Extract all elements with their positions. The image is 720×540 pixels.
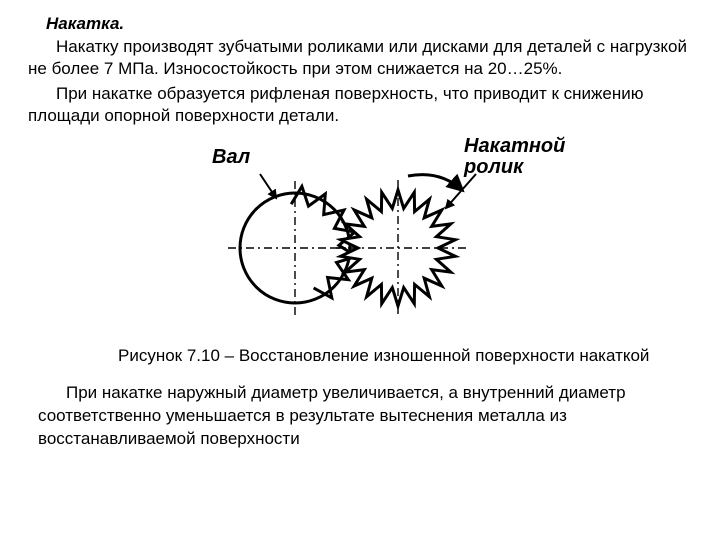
label-roller: Накатной ролик <box>464 136 565 178</box>
paragraph-3: При накатке наружный диаметр увеличивает… <box>38 382 672 451</box>
figure-diagram: Вал Накатной ролик <box>180 138 540 328</box>
figure-container: Вал Накатной ролик <box>28 138 692 328</box>
label-shaft: Вал <box>212 146 250 169</box>
label-roller-line2: ролик <box>464 156 523 178</box>
paragraph-1: Накатку производят зубчатыми роликами ил… <box>28 36 692 81</box>
page: Накатка. Накатку производят зубчатыми ро… <box>0 0 720 451</box>
figure-caption: Рисунок 7.10 – Восстановление изношенной… <box>118 346 692 366</box>
label-roller-line1: Накатной <box>464 135 565 157</box>
section-heading: Накатка. <box>46 14 692 34</box>
paragraph-2: При накатке образуется рифленая поверхно… <box>28 83 692 128</box>
